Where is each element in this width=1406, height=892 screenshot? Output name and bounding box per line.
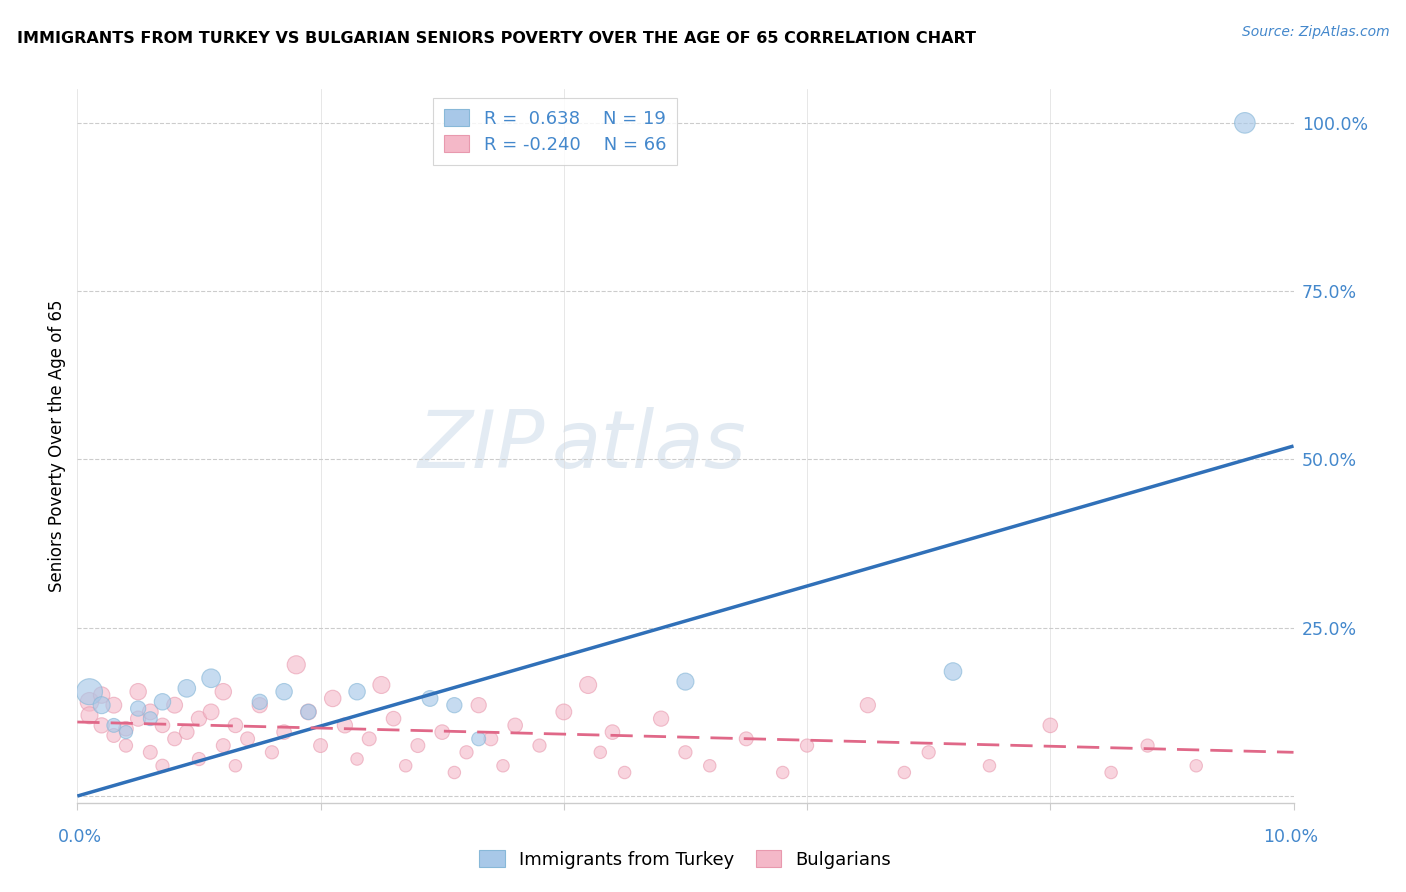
Point	[200, 671, 222, 685]
Point	[115, 739, 138, 753]
Text: ZIP: ZIP	[418, 407, 546, 485]
Point	[856, 698, 879, 713]
Point	[675, 745, 697, 759]
Point	[1099, 765, 1122, 780]
Point	[152, 758, 174, 772]
Point	[200, 705, 222, 719]
Point	[333, 718, 356, 732]
Point	[249, 695, 271, 709]
Point	[103, 718, 125, 732]
Point	[273, 725, 295, 739]
Point	[370, 678, 392, 692]
Point	[675, 674, 697, 689]
Point	[650, 712, 672, 726]
Point	[236, 731, 259, 746]
Point	[249, 698, 271, 713]
Point	[479, 731, 502, 746]
Point	[467, 731, 489, 746]
Point	[979, 758, 1001, 772]
Point	[942, 665, 965, 679]
Point	[772, 765, 794, 780]
Point	[576, 678, 599, 692]
Point	[127, 712, 149, 726]
Text: atlas: atlas	[551, 407, 747, 485]
Point	[115, 725, 138, 739]
Point	[735, 731, 758, 746]
Point	[346, 752, 368, 766]
Point	[443, 765, 465, 780]
Point	[443, 698, 465, 713]
Text: 0.0%: 0.0%	[58, 828, 103, 846]
Point	[346, 684, 368, 698]
Point	[127, 684, 149, 698]
Point	[309, 739, 332, 753]
Point	[297, 705, 319, 719]
Point	[176, 725, 198, 739]
Point	[589, 745, 612, 759]
Point	[467, 698, 489, 713]
Point	[139, 745, 162, 759]
Text: Source: ZipAtlas.com: Source: ZipAtlas.com	[1241, 25, 1389, 39]
Point	[297, 705, 319, 719]
Point	[139, 712, 162, 726]
Point	[90, 718, 112, 732]
Point	[260, 745, 283, 759]
Point	[285, 657, 308, 672]
Point	[1039, 718, 1062, 732]
Point	[553, 705, 575, 719]
Point	[893, 765, 915, 780]
Legend: Immigrants from Turkey, Bulgarians: Immigrants from Turkey, Bulgarians	[472, 843, 898, 876]
Point	[79, 695, 101, 709]
Point	[322, 691, 344, 706]
Point	[224, 718, 246, 732]
Point	[1185, 758, 1208, 772]
Point	[127, 701, 149, 715]
Point	[188, 712, 211, 726]
Point	[163, 731, 186, 746]
Point	[176, 681, 198, 696]
Point	[212, 739, 235, 753]
Point	[796, 739, 818, 753]
Point	[79, 708, 101, 723]
Point	[699, 758, 721, 772]
Point	[456, 745, 478, 759]
Point	[503, 718, 526, 732]
Text: IMMIGRANTS FROM TURKEY VS BULGARIAN SENIORS POVERTY OVER THE AGE OF 65 CORRELATI: IMMIGRANTS FROM TURKEY VS BULGARIAN SENI…	[17, 31, 976, 46]
Point	[918, 745, 941, 759]
Y-axis label: Seniors Poverty Over the Age of 65: Seniors Poverty Over the Age of 65	[48, 300, 66, 592]
Point	[492, 758, 515, 772]
Point	[1233, 116, 1256, 130]
Text: 10.0%: 10.0%	[1263, 828, 1319, 846]
Point	[430, 725, 453, 739]
Point	[273, 684, 295, 698]
Point	[188, 752, 211, 766]
Point	[115, 722, 138, 736]
Point	[529, 739, 551, 753]
Point	[406, 739, 429, 753]
Point	[152, 718, 174, 732]
Point	[395, 758, 418, 772]
Point	[613, 765, 636, 780]
Point	[90, 698, 112, 713]
Point	[212, 684, 235, 698]
Point	[382, 712, 405, 726]
Point	[602, 725, 624, 739]
Point	[79, 684, 101, 698]
Point	[1136, 739, 1159, 753]
Point	[224, 758, 246, 772]
Point	[90, 688, 112, 702]
Point	[359, 731, 381, 746]
Point	[103, 698, 125, 713]
Point	[103, 729, 125, 743]
Point	[163, 698, 186, 713]
Point	[139, 705, 162, 719]
Point	[152, 695, 174, 709]
Point	[419, 691, 441, 706]
